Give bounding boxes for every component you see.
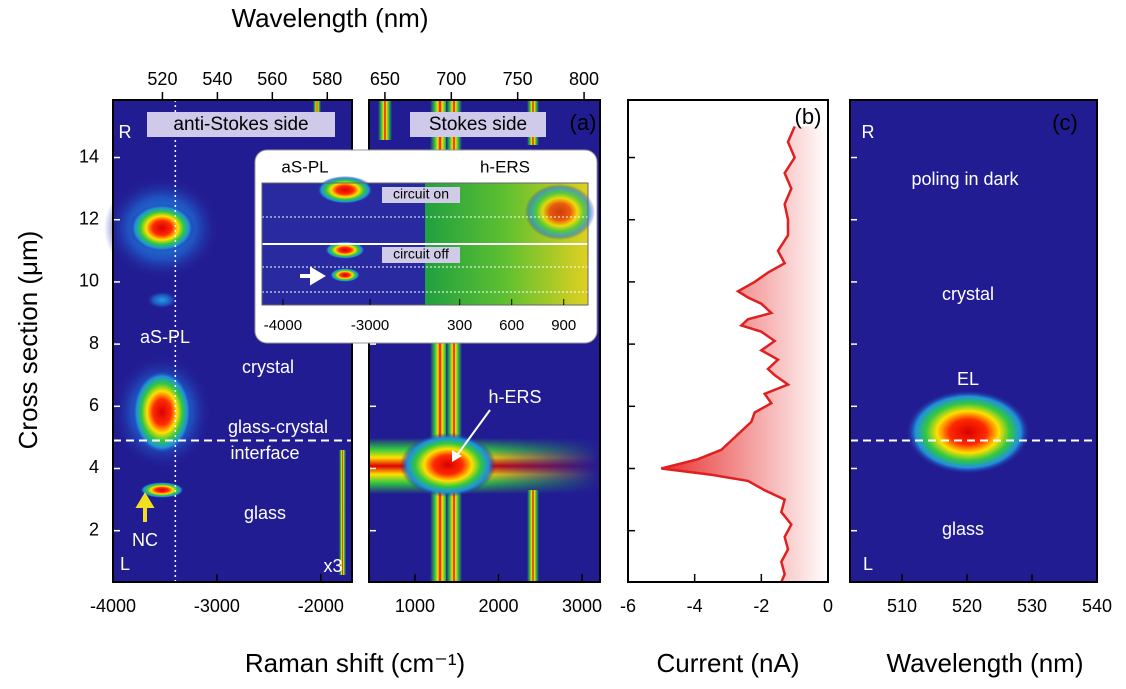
- inset-tick-label: 300: [447, 317, 472, 334]
- intensity-blob: [132, 370, 192, 454]
- annotation: x3: [323, 556, 342, 576]
- side-label: anti-Stokes side: [173, 114, 308, 135]
- plot-frame: [849, 99, 1098, 583]
- side-label: Stokes side: [429, 114, 527, 135]
- annotation: h-ERS: [488, 387, 541, 407]
- top-axis-title: Wavelength (nm): [232, 3, 429, 33]
- arrow-head: [452, 450, 462, 462]
- y-tick-label: 14: [79, 146, 99, 166]
- x-tick-label: -4000: [90, 596, 136, 616]
- top-tick-label: 700: [436, 69, 466, 89]
- current-area: [661, 126, 828, 583]
- top-tick-label: 520: [147, 69, 177, 89]
- y-tick-label: 6: [89, 395, 99, 415]
- plot-background: [850, 100, 1097, 582]
- x-tick-label: -2: [753, 596, 769, 616]
- side-label-box: [147, 112, 335, 137]
- panel-label: (c): [1052, 110, 1078, 135]
- x-axis-title: Raman shift (cm⁻¹): [245, 648, 465, 678]
- x-tick-label: 530: [1017, 596, 1047, 616]
- top-tick-label: 800: [569, 69, 599, 89]
- arrow: [454, 409, 491, 459]
- intensity-blob: [325, 241, 365, 259]
- y-tick-label: 8: [89, 333, 99, 353]
- plot-frame: [627, 99, 829, 583]
- annotation: glass-crystal: [228, 417, 328, 437]
- arrow: [135, 492, 155, 522]
- annotation: R: [862, 122, 875, 142]
- inset-label: circuit on: [393, 186, 449, 202]
- y-tick-label: 4: [89, 457, 99, 477]
- annotation: crystal: [242, 357, 294, 377]
- intensity-band: [313, 100, 321, 122]
- top-tick-label: 560: [257, 69, 287, 89]
- annotation: L: [863, 554, 873, 574]
- annotation: interface: [230, 443, 299, 463]
- inset-tick-label: 600: [499, 317, 524, 334]
- top-tick-label: 580: [312, 69, 342, 89]
- x-tick-label: 0: [823, 596, 833, 616]
- inset-frame: [261, 182, 589, 306]
- x-tick-label: 520: [952, 596, 982, 616]
- top-tick-label: 750: [503, 69, 533, 89]
- inset-label: circuit off: [393, 246, 449, 262]
- y-tick-label: 2: [89, 519, 99, 539]
- intensity-band: [527, 490, 539, 582]
- panel-label: (a): [570, 110, 597, 135]
- x-axis-title: Wavelength (nm): [887, 648, 1084, 678]
- inset-divider: [262, 243, 588, 245]
- x-tick-label: 2000: [478, 596, 518, 616]
- annotation: L: [120, 554, 130, 574]
- side-label-box: [410, 112, 546, 137]
- inset-label-box: [382, 247, 460, 263]
- x-tick-label: -2000: [298, 596, 344, 616]
- x-tick-label: 1000: [395, 596, 435, 616]
- x-tick-label: -6: [620, 596, 636, 616]
- y-axis-title: Cross section (μm): [13, 231, 43, 450]
- inset-title: h-ERS: [480, 157, 530, 176]
- x-tick-label: -3000: [194, 596, 240, 616]
- inset-tick-label: -3000: [351, 317, 389, 334]
- annotation: EL: [957, 369, 979, 389]
- x-tick-label: 540: [1082, 596, 1112, 616]
- y-tick-label: 12: [79, 208, 99, 228]
- x-axis-title: Current (nA): [656, 648, 799, 678]
- intensity-blob: [330, 268, 360, 282]
- intensity-blob: [317, 176, 373, 204]
- y-tick-label: 10: [79, 271, 99, 291]
- annotation: R: [119, 122, 132, 142]
- intensity-blob: [525, 184, 595, 240]
- x-tick-label: -4: [687, 596, 703, 616]
- x-tick-label: 510: [887, 596, 917, 616]
- intensity-blob: [146, 291, 178, 309]
- inset-tick-label: -4000: [264, 317, 302, 334]
- inset-title: aS-PL: [281, 157, 328, 176]
- arrow: [300, 266, 326, 286]
- inset-tick-label: 900: [551, 317, 576, 334]
- annotation: aS-PL: [140, 327, 190, 347]
- annotation: poling in dark: [911, 169, 1019, 189]
- inset-label-box: [382, 187, 460, 203]
- intensity-blob: [140, 482, 184, 498]
- annotation: glass: [942, 519, 984, 539]
- intensity-blob: [130, 204, 194, 252]
- panel-label: (b): [795, 104, 822, 129]
- top-tick-label: 540: [202, 69, 232, 89]
- current-line: [661, 125, 797, 583]
- intensity-blob: [906, 390, 1030, 474]
- annotation: crystal: [942, 284, 994, 304]
- intensity-blob: [400, 433, 496, 497]
- annotation: glass: [244, 503, 286, 523]
- top-tick-label: 650: [370, 69, 400, 89]
- x-tick-label: 3000: [562, 596, 602, 616]
- intensity-band: [378, 100, 392, 140]
- intensity-band: [339, 450, 346, 575]
- annotation: NC: [132, 530, 158, 550]
